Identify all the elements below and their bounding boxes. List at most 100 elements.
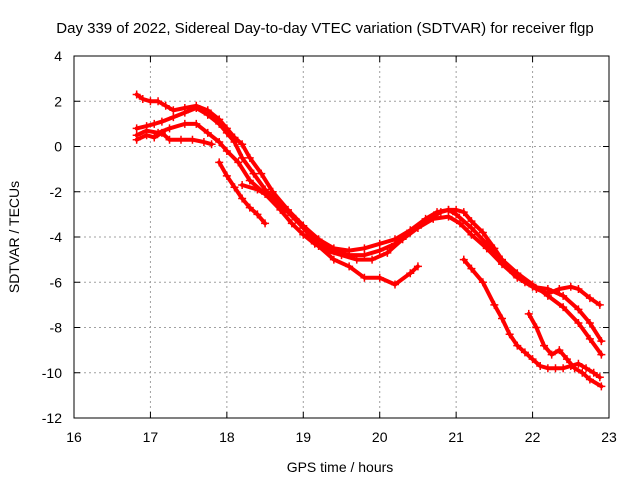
data-point: [261, 219, 270, 228]
data-point: [188, 135, 197, 144]
data-point: [555, 346, 564, 355]
data-point: [444, 212, 453, 221]
data-point: [142, 131, 151, 140]
data-point: [238, 180, 247, 189]
x-tick-label: 21: [448, 429, 464, 445]
data-point: [436, 208, 445, 217]
data-point: [249, 169, 258, 178]
y-tick-label: -4: [50, 229, 63, 245]
data-point: [165, 124, 174, 133]
data-point: [169, 106, 178, 115]
data-point: [383, 248, 392, 257]
data-point: [284, 208, 292, 217]
data-point: [352, 255, 361, 264]
data-point: [482, 244, 491, 253]
data-point: [360, 244, 369, 253]
data-point: [234, 158, 243, 167]
data-point: [543, 291, 552, 300]
series-track-1: [134, 92, 602, 307]
grid-lines: [74, 56, 609, 418]
markers-track-8: [524, 309, 606, 391]
data-point: [498, 260, 506, 269]
data-point: [180, 119, 189, 128]
data-point: [444, 205, 453, 214]
y-tick-label: -10: [42, 365, 62, 381]
data-point: [559, 364, 568, 373]
data-point: [597, 350, 606, 359]
data-point: [574, 285, 583, 294]
data-point: [547, 350, 556, 359]
y-tick-labels: -12 -10 -8 -6 -4 -2 0 2 4: [42, 48, 62, 426]
data-point: [345, 262, 354, 271]
data-point: [287, 219, 296, 228]
data-point: [375, 239, 384, 248]
x-axis-label: GPS time / hours: [287, 459, 394, 475]
data-point: [570, 364, 579, 373]
data-point: [595, 300, 604, 309]
data-point: [203, 110, 212, 119]
data-point: [513, 341, 522, 350]
data-point: [177, 135, 185, 144]
data-point: [574, 318, 583, 327]
data-point: [268, 194, 277, 203]
y-tick-label: -2: [50, 184, 63, 200]
data-point: [578, 368, 587, 377]
x-tick-label: 18: [219, 429, 235, 445]
data-point: [490, 300, 499, 309]
data-point: [585, 375, 594, 384]
data-point: [467, 264, 476, 273]
markers-track-5: [215, 158, 270, 228]
y-tick-label: 4: [54, 48, 62, 64]
x-tick-label: 23: [601, 429, 617, 445]
data-point: [192, 119, 201, 128]
data-point: [132, 135, 141, 144]
data-point: [505, 330, 514, 339]
data-point: [360, 273, 369, 282]
data-point: [222, 128, 231, 137]
data-point: [528, 355, 537, 364]
data-point: [132, 90, 141, 99]
data-point: [574, 359, 583, 368]
data-point: [597, 337, 606, 346]
data-point: [375, 246, 384, 255]
data-point: [329, 255, 338, 264]
x-tick-label: 17: [143, 429, 159, 445]
data-point: [532, 323, 541, 332]
data-point: [165, 135, 174, 144]
markers-track-6: [238, 180, 422, 289]
data-point: [146, 97, 155, 106]
data-point: [238, 140, 247, 149]
data-point: [314, 242, 323, 251]
data-point: [169, 113, 178, 122]
data-point: [150, 119, 159, 128]
axis-ticks: [73, 55, 610, 419]
data-point: [157, 117, 166, 126]
data-point: [192, 104, 201, 113]
data-point: [230, 137, 239, 146]
data-point: [337, 251, 346, 260]
data-point: [132, 124, 141, 133]
x-tick-labels: 16 17 18 19 20 21 22 23: [66, 429, 617, 445]
data-point: [478, 278, 487, 287]
data-point: [513, 273, 522, 282]
markers-track-3: [132, 119, 606, 346]
y-tick-label: 2: [54, 93, 62, 109]
data-series: [132, 90, 606, 391]
data-point: [299, 230, 308, 239]
data-point: [207, 140, 216, 149]
data-point: [215, 119, 224, 128]
y-tick-label: -12: [42, 410, 62, 426]
series-track-8: [526, 311, 604, 389]
data-point: [253, 210, 262, 219]
series-track-3: [134, 121, 604, 344]
data-point: [543, 285, 552, 294]
data-point: [459, 255, 468, 264]
data-point: [574, 305, 583, 314]
data-point: [245, 176, 254, 185]
data-point: [257, 169, 266, 178]
data-point: [528, 282, 537, 291]
data-point: [536, 361, 545, 370]
data-point: [180, 108, 189, 117]
x-tick-label: 20: [372, 429, 388, 445]
